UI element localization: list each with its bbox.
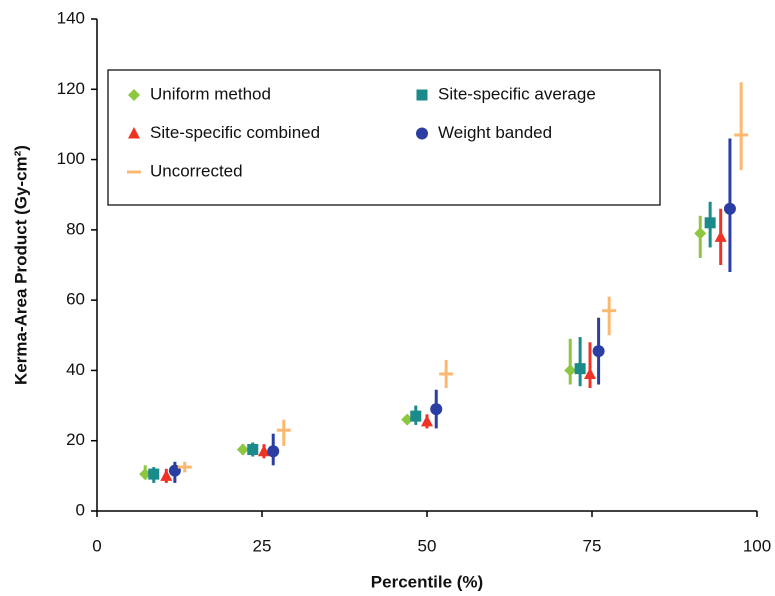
x-tick-label: 25 xyxy=(253,536,272,555)
data-point xyxy=(267,445,280,458)
data-point xyxy=(694,227,707,240)
y-tick-label: 20 xyxy=(66,430,85,449)
y-tick-label: 100 xyxy=(57,149,85,168)
data-point xyxy=(401,413,414,426)
data-point xyxy=(236,443,249,456)
data-point xyxy=(139,468,152,481)
data-point xyxy=(574,363,586,375)
data-point xyxy=(430,403,443,416)
legend-label: Uncorrected xyxy=(150,161,243,180)
y-tick-label: 80 xyxy=(66,219,85,238)
y-tick-label: 0 xyxy=(76,500,85,519)
y-tick-label: 40 xyxy=(66,360,85,379)
legend-label: Site-specific combined xyxy=(150,123,320,142)
data-point xyxy=(584,367,597,379)
legend-label: Weight banded xyxy=(438,123,552,142)
data-point xyxy=(410,410,422,422)
data-point xyxy=(257,444,270,457)
y-tick-label: 120 xyxy=(57,79,85,98)
legend-box xyxy=(107,69,661,206)
x-tick-label: 75 xyxy=(583,536,602,555)
data-point xyxy=(148,468,160,480)
y-axis-title: Kerma-Area Product (Gy-cm²) xyxy=(11,145,30,385)
x-tick-label: 50 xyxy=(418,536,437,555)
x-tick-label: 0 xyxy=(92,536,101,555)
data-point xyxy=(723,202,736,215)
y-tick-label: 60 xyxy=(66,290,85,309)
legend-symbol xyxy=(416,89,428,101)
legend-label: Uniform method xyxy=(150,84,271,103)
data-point xyxy=(160,469,173,481)
data-point xyxy=(592,345,605,358)
data-point xyxy=(564,364,577,377)
y-tick-label: 140 xyxy=(57,8,85,27)
legend-symbol xyxy=(128,89,140,101)
x-tick-label: 100 xyxy=(743,536,771,555)
data-point xyxy=(704,217,716,229)
legend-label: Site-specific average xyxy=(438,84,596,103)
data-point xyxy=(714,230,727,242)
legend-symbol xyxy=(128,127,140,139)
legend-symbol xyxy=(416,127,428,140)
x-axis-title: Percentile (%) xyxy=(371,572,483,591)
data-point xyxy=(421,414,433,427)
data-point xyxy=(247,444,259,455)
